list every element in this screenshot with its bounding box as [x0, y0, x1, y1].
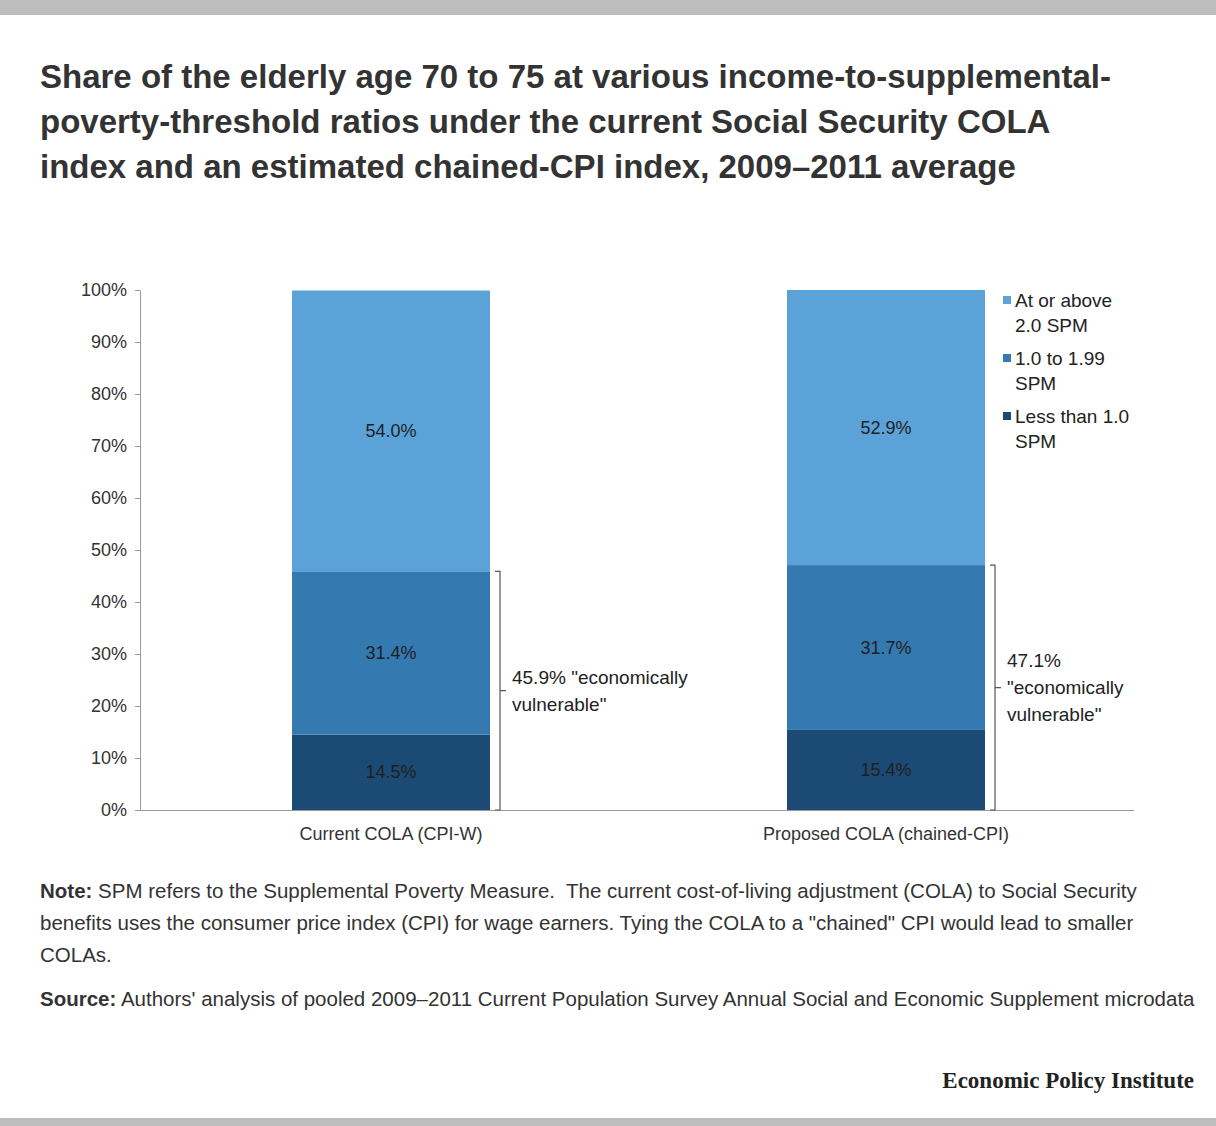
bar [292, 735, 490, 810]
y-tick-mark [135, 498, 140, 499]
y-tick: 100% [81, 280, 140, 300]
bar [292, 291, 490, 572]
y-tick: 80% [91, 384, 140, 404]
y-tick-label: 40% [91, 592, 127, 612]
legend-line: SPM [1015, 431, 1056, 452]
legend-line: Less than 1.0 [1015, 406, 1129, 427]
legend-swatch [1003, 412, 1011, 420]
legend-label: Less than 1.0 SPM [1015, 406, 1129, 452]
legend-line: At or above [1015, 290, 1112, 311]
annotation-line: 47.1% [1007, 650, 1061, 671]
bracket [495, 571, 506, 810]
x-tick-label: Current COLA (CPI-W) [299, 824, 482, 844]
y-tick: 60% [91, 488, 140, 508]
source-label: Source: [40, 987, 116, 1010]
data-label: 31.4% [365, 643, 416, 663]
page: {"chart_data": { "type": "bar", "stacked… [0, 0, 1216, 1126]
bar [787, 565, 985, 730]
note-label: Note: [40, 879, 92, 902]
y-tick-mark [135, 602, 140, 603]
bracket [990, 565, 1001, 810]
note: Note: SPM refers to the Supplemental Pov… [40, 875, 1205, 971]
y-tick: 90% [91, 332, 140, 352]
legend-line: 1.0 to 1.99 [1015, 348, 1105, 369]
y-tick: 70% [91, 436, 140, 456]
legend-label: 1.0 to 1.99 SPM [1015, 348, 1105, 394]
legend-item: At or above 2.0 SPM [1003, 290, 1112, 336]
y-tick-label: 10% [91, 748, 127, 768]
y-tick-mark [135, 550, 140, 551]
y-tick: 20% [91, 696, 140, 716]
x-axis: Current COLA (CPI-W) Proposed COLA (chain… [140, 811, 1134, 844]
annotation-line: 45.9% "economically [512, 667, 688, 688]
publisher: Economic Policy Institute [942, 1068, 1194, 1094]
x-tick: Proposed COLA (chained-CPI) [763, 824, 1009, 844]
y-tick-mark [135, 394, 140, 395]
bar [787, 730, 985, 810]
bottom-band [0, 1118, 1216, 1126]
y-tick-label: 50% [91, 540, 127, 560]
legend-label: At or above 2.0 SPM [1015, 290, 1112, 336]
annotations: 45.9% "economically vulnerable" 47.1% "econ… [495, 565, 1124, 810]
top-band [0, 0, 1216, 15]
y-tick-label: 70% [91, 436, 127, 456]
y-axis: 0% 10% 20% 30% 40% 50% 60% 70% 80% 90% 100% [81, 280, 141, 820]
bar [292, 571, 490, 734]
source: Source: Authors' analysis of pooled 2009… [40, 983, 1205, 1015]
bar [787, 290, 985, 565]
annotation: 45.9% "economically vulnerable" [512, 667, 688, 715]
y-tick: 50% [91, 540, 140, 560]
annotation: 47.1% "economically vulnerable" [1007, 650, 1124, 725]
y-tick: 0% [101, 800, 140, 820]
y-tick-mark [135, 446, 140, 447]
y-tick-label: 30% [91, 644, 127, 664]
y-axis-line [140, 291, 141, 811]
y-tick-mark [135, 342, 140, 343]
x-tick-label: Proposed COLA (chained-CPI) [763, 824, 1009, 844]
y-tick-label: 80% [91, 384, 127, 404]
y-tick-mark [135, 654, 140, 655]
legend-line: 2.0 SPM [1015, 315, 1088, 336]
y-tick: 40% [91, 592, 140, 612]
y-tick-mark [135, 290, 140, 291]
data-label: 54.0% [365, 421, 416, 441]
y-tick: 10% [91, 748, 140, 768]
y-tick-label: 20% [91, 696, 127, 716]
legend: At or above2.0 SPM1.0 to 1.99SPMLess tha… [1003, 290, 1129, 452]
note-text: SPM refers to the Supplemental Poverty M… [40, 879, 1143, 966]
legend-item: 1.0 to 1.99 SPM [1003, 348, 1105, 394]
x-axis-line [140, 810, 1134, 811]
legend-swatch [1003, 354, 1011, 362]
bars [292, 290, 985, 810]
annotation-line: vulnerable" [1007, 704, 1101, 725]
y-tick-mark [135, 758, 140, 759]
y-tick-label: 100% [81, 280, 127, 300]
annotation-line: "economically [1007, 677, 1124, 698]
y-tick-label: 0% [101, 800, 127, 820]
y-tick-mark [135, 706, 140, 707]
annotation-line: vulnerable" [512, 694, 606, 715]
legend-item: Less than 1.0 SPM [1003, 406, 1129, 452]
y-tick-mark [135, 810, 140, 811]
legend-line: SPM [1015, 373, 1056, 394]
y-tick-label: 90% [91, 332, 127, 352]
y-tick-label: 60% [91, 488, 127, 508]
legend-swatch [1003, 296, 1011, 304]
y-tick: 30% [91, 644, 140, 664]
data-label: 15.4% [860, 760, 911, 780]
x-tick: Current COLA (CPI-W) [299, 824, 482, 844]
title: Share of the elderly age 70 to 75 at var… [40, 54, 1140, 189]
data-label: 52.9% [860, 418, 911, 438]
data-label: 31.7% [860, 638, 911, 658]
data-label: 14.5% [365, 762, 416, 782]
source-text: Authors' analysis of pooled 2009–2011 Cu… [121, 987, 1195, 1010]
data-labels: 14.5% 15.4% 31.4% 31.7% 54.0% 52.9% [365, 418, 911, 783]
